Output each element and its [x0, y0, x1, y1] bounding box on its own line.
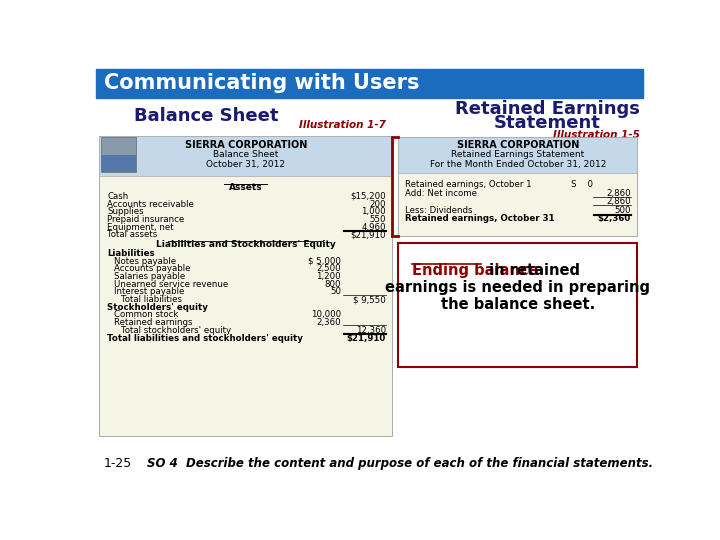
Text: Retained earnings: Retained earnings	[114, 318, 192, 327]
Bar	[398, 137, 637, 236]
Text: $ 9,550: $ 9,550	[354, 295, 386, 304]
Text: 2,860: 2,860	[606, 197, 631, 206]
Bar	[99, 136, 392, 436]
Text: Ending balance: Ending balance	[413, 262, 539, 278]
Text: Liabilities and Stockholders' Equity: Liabilities and Stockholders' Equity	[156, 240, 336, 249]
Text: Less: Dividends: Less: Dividends	[405, 206, 472, 215]
Text: Stockholders' equity: Stockholders' equity	[107, 303, 208, 312]
Text: $ 5,000: $ 5,000	[308, 256, 341, 266]
Text: Interest payable: Interest payable	[114, 287, 184, 296]
Text: Retained earnings, October 1: Retained earnings, October 1	[405, 180, 531, 190]
Text: 1,000: 1,000	[361, 207, 386, 216]
Text: earnings is needed in preparing: earnings is needed in preparing	[385, 280, 650, 295]
Bar	[101, 137, 136, 172]
Bar	[96, 69, 644, 98]
Text: Total stockholders' equity: Total stockholders' equity	[121, 326, 231, 335]
Text: 2,860: 2,860	[606, 189, 631, 198]
Text: Accounts payable: Accounts payable	[114, 264, 190, 273]
Bar	[101, 155, 136, 172]
Text: Retained earnings, October 31: Retained earnings, October 31	[405, 214, 554, 223]
Text: 4,960: 4,960	[361, 222, 386, 232]
Text: Unearned service revenue: Unearned service revenue	[114, 280, 228, 288]
Text: 2,500: 2,500	[317, 264, 341, 273]
Text: Retained Earnings: Retained Earnings	[455, 100, 639, 118]
Text: 10,000: 10,000	[311, 310, 341, 320]
Text: Total liabilities and stockholders' equity: Total liabilities and stockholders' equi…	[107, 334, 303, 342]
Text: Cash: Cash	[107, 192, 128, 201]
Text: 550: 550	[369, 215, 386, 224]
Text: 50: 50	[330, 287, 341, 296]
Text: Communicating with Users: Communicating with Users	[104, 73, 420, 93]
Text: October 31, 2012: October 31, 2012	[206, 160, 285, 170]
Bar	[99, 136, 392, 176]
Text: Illustration 1-7: Illustration 1-7	[300, 120, 386, 130]
Text: 1,200: 1,200	[317, 272, 341, 281]
Text: Supplies: Supplies	[107, 207, 144, 216]
Text: SIERRA CORPORATION: SIERRA CORPORATION	[184, 140, 307, 150]
Text: 2,360: 2,360	[317, 318, 341, 327]
Text: 500: 500	[614, 206, 631, 215]
Text: Statement: Statement	[494, 114, 600, 132]
Text: Common stock: Common stock	[114, 310, 179, 320]
Text: Salaries payable: Salaries payable	[114, 272, 185, 281]
Text: $2,360: $2,360	[598, 214, 631, 223]
Bar	[398, 244, 637, 367]
Text: 800: 800	[325, 280, 341, 288]
Text: 12,360: 12,360	[356, 326, 386, 335]
Text: Total liabilities: Total liabilities	[121, 295, 181, 304]
Text: Assets: Assets	[229, 184, 263, 192]
Text: Add: Net income: Add: Net income	[405, 189, 477, 198]
Text: Notes payable: Notes payable	[114, 256, 176, 266]
Text: Retained Earnings Statement: Retained Earnings Statement	[451, 151, 585, 159]
Text: S    0: S 0	[571, 180, 593, 190]
Text: 200: 200	[369, 200, 386, 208]
Text: 1-25: 1-25	[104, 457, 132, 470]
Bar	[398, 137, 637, 173]
Text: Balance Sheet: Balance Sheet	[134, 106, 279, 125]
Text: $21,910: $21,910	[347, 334, 386, 342]
Text: For the Month Ended October 31, 2012: For the Month Ended October 31, 2012	[430, 160, 606, 170]
Text: SIERRA CORPORATION: SIERRA CORPORATION	[456, 140, 579, 150]
Text: $15,200: $15,200	[351, 192, 386, 201]
Text: Balance Sheet: Balance Sheet	[213, 151, 279, 159]
Text: the balance sheet.: the balance sheet.	[441, 296, 595, 312]
Text: Illustration 1-5: Illustration 1-5	[554, 130, 640, 140]
Text: Liabilities: Liabilities	[107, 249, 155, 258]
Text: in retained: in retained	[484, 262, 580, 278]
Text: $21,910: $21,910	[351, 231, 386, 239]
Text: SO 4  Describe the content and purpose of each of the financial statements.: SO 4 Describe the content and purpose of…	[147, 457, 653, 470]
Text: Prepaid insurance: Prepaid insurance	[107, 215, 184, 224]
Text: Equipment, net: Equipment, net	[107, 222, 174, 232]
Text: Accounts receivable: Accounts receivable	[107, 200, 194, 208]
Text: Total assets: Total assets	[107, 231, 157, 239]
